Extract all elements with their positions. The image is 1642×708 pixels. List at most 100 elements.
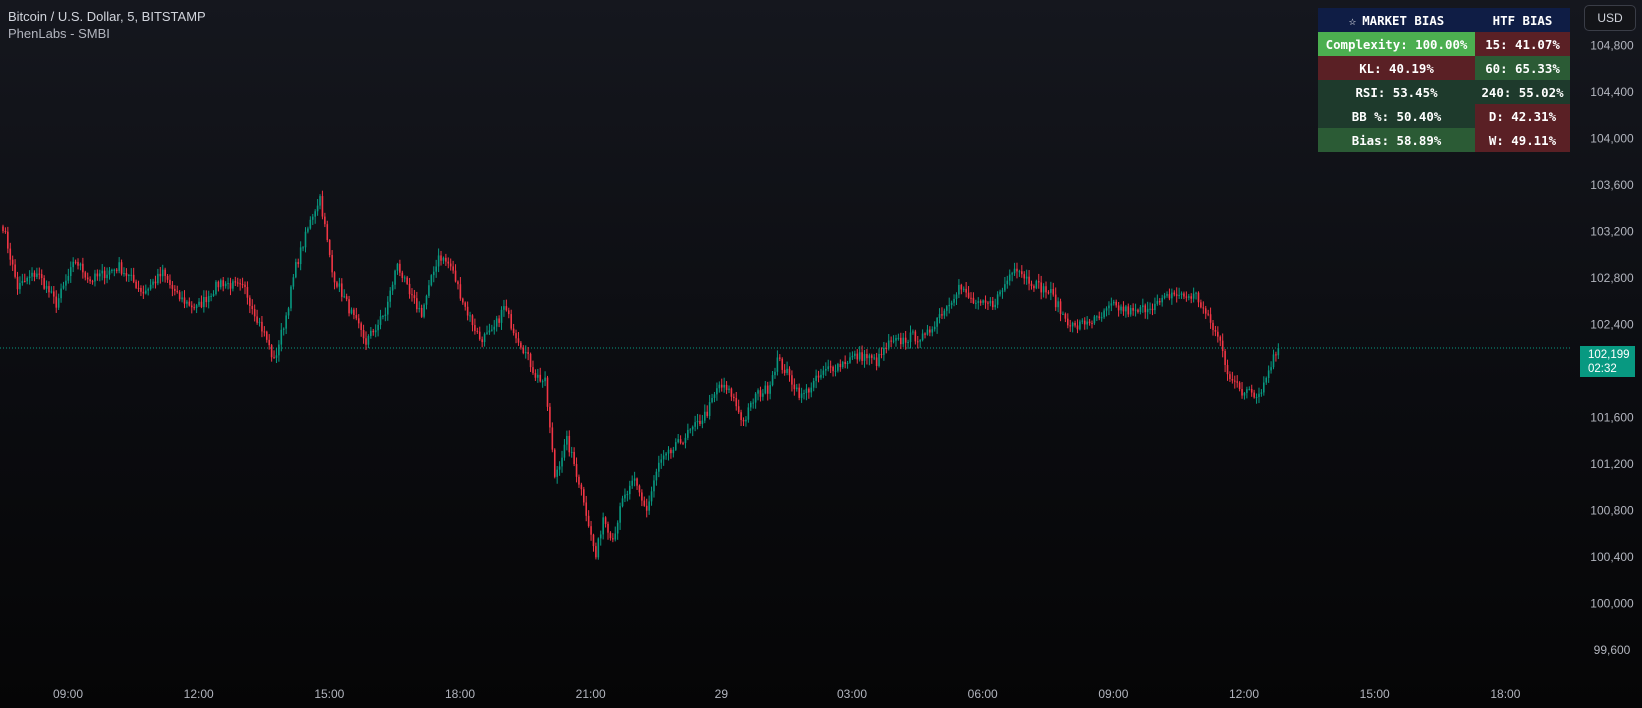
candle: [418, 301, 421, 313]
candle: [1267, 365, 1270, 383]
candle: [1129, 304, 1132, 317]
candle: [672, 446, 675, 458]
candle: [696, 413, 699, 430]
candle: [856, 349, 859, 364]
candle: [677, 433, 679, 444]
candle: [217, 280, 220, 292]
candle: [1052, 282, 1055, 297]
candle: [713, 391, 716, 403]
candle: [783, 364, 786, 376]
candle: [1137, 308, 1139, 314]
candle: [849, 352, 851, 364]
candle: [1079, 319, 1081, 331]
candle: [55, 290, 58, 313]
htf-bias-cell: 15: 41.07%: [1475, 32, 1570, 56]
candle: [53, 285, 55, 304]
candle: [1105, 306, 1108, 317]
candle: [648, 495, 650, 515]
candle: [319, 194, 321, 210]
candle: [544, 371, 546, 387]
candle: [691, 425, 694, 437]
candle: [740, 409, 742, 427]
candle: [1146, 301, 1149, 320]
candle: [435, 259, 437, 278]
candle: [662, 450, 665, 466]
market-bias-cell: Complexity: 100.00%: [1318, 32, 1475, 56]
candle: [979, 299, 982, 306]
candle: [452, 260, 454, 274]
candle: [1040, 275, 1042, 300]
candle: [870, 353, 873, 364]
candle: [224, 281, 227, 289]
candle: [236, 277, 239, 287]
candle: [1166, 291, 1168, 298]
candle: [99, 269, 101, 282]
candle: [638, 484, 641, 497]
candle: [1270, 361, 1272, 374]
candle: [817, 370, 820, 383]
indicator-name[interactable]: PhenLabs - SMBI: [8, 26, 110, 41]
candle: [1171, 288, 1173, 305]
candle: [331, 250, 333, 278]
candle: [529, 352, 532, 372]
candle: [764, 381, 767, 395]
currency-button[interactable]: USD: [1584, 5, 1636, 31]
candle: [812, 377, 815, 392]
candle: [1188, 293, 1190, 301]
candle: [57, 293, 60, 310]
price-tick-label: 103,200: [1590, 225, 1634, 239]
candle: [892, 335, 895, 344]
candle: [1168, 288, 1171, 301]
candle: [694, 415, 696, 432]
price-tick-label: 99,600: [1594, 643, 1631, 657]
candle: [883, 341, 885, 361]
candle: [946, 304, 948, 317]
candle: [873, 354, 875, 361]
candle: [967, 286, 970, 299]
htf-bias-cell: 60: 65.33%: [1475, 56, 1570, 80]
candle: [1185, 291, 1188, 302]
candle: [1127, 303, 1130, 318]
candle: [275, 348, 278, 364]
candle: [524, 345, 527, 359]
candle: [2, 224, 4, 234]
candle: [190, 301, 193, 314]
candle: [96, 269, 99, 281]
candle: [212, 290, 215, 297]
candle: [716, 382, 718, 401]
candle: [69, 261, 72, 283]
time-tick-label: 06:00: [968, 687, 998, 701]
bias-table-row: RSI: 53.45% 240: 55.02%: [1318, 80, 1570, 104]
candle: [144, 284, 147, 295]
candle: [186, 299, 188, 308]
candle: [1200, 299, 1202, 309]
candle: [299, 241, 302, 271]
candle: [227, 277, 229, 290]
candle: [1163, 292, 1166, 300]
candle: [210, 293, 212, 302]
candle: [503, 299, 505, 317]
candle: [48, 281, 50, 298]
candle: [60, 283, 62, 303]
candle: [33, 270, 36, 282]
candle: [1098, 311, 1101, 321]
bar-countdown: 02:32: [1588, 363, 1617, 375]
candle: [149, 279, 152, 291]
candle: [341, 278, 343, 302]
candle: [454, 264, 457, 283]
candle: [965, 281, 967, 298]
candle: [1212, 319, 1214, 336]
candle: [1006, 275, 1009, 289]
candle: [916, 336, 919, 349]
symbol-title[interactable]: Bitcoin / U.S. Dollar, 5, BITSTAMP: [8, 9, 206, 24]
candle: [612, 533, 614, 543]
candle: [515, 329, 517, 344]
candle: [757, 388, 759, 401]
candle: [430, 274, 433, 287]
candle: [553, 448, 556, 479]
candle: [1108, 301, 1110, 316]
candle: [65, 274, 67, 291]
candle: [926, 324, 929, 336]
candle: [108, 267, 111, 280]
candle: [128, 273, 130, 283]
